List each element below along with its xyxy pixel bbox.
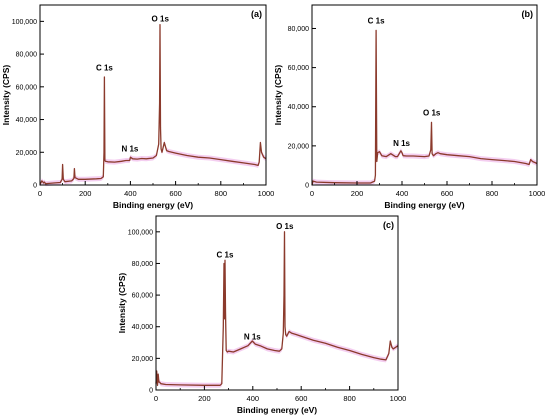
peak-label: O 1s <box>152 15 170 24</box>
y-tick-label: 20,000 <box>132 356 154 363</box>
x-tick-label: 600 <box>295 394 308 403</box>
chart-panel-b: 0 200 400 600 800 1000 0 20,000 40,000 60,000 80,0… <box>273 4 546 210</box>
chart-panel-c: 0 200 400 600 800 1000 0 20,000 40,000 60,000 80,0… <box>117 215 407 415</box>
y-tick-label: 60,000 <box>288 65 310 72</box>
y-tick-label: 100,000 <box>12 19 37 26</box>
x-axis-title: Binding energy (eV) <box>237 405 317 415</box>
x-tick-label: 200 <box>79 189 92 198</box>
peak-label: N 1s <box>393 139 410 148</box>
x-tick-label: 600 <box>169 189 182 198</box>
chart-panel-a: 0 200 400 600 800 1000 0 20,000 40,000 60,000 80,0… <box>1 4 275 210</box>
y-tick-label: 40,000 <box>16 117 38 124</box>
panel-label: (b) <box>522 9 534 19</box>
y-tick-label: 40,000 <box>132 324 154 331</box>
series-error-band <box>156 229 398 388</box>
series-error-band <box>40 22 266 187</box>
y-tick-label: 20,000 <box>16 150 38 157</box>
x-tick-label: 400 <box>396 189 409 198</box>
y-axis-title: Intensity (CPS) <box>1 65 11 126</box>
peak-label: O 1s <box>276 222 294 231</box>
y-tick-label: 60,000 <box>132 293 154 300</box>
x-tick-label: 400 <box>124 189 137 198</box>
series-line <box>39 23 267 185</box>
x-tick-label: 1000 <box>390 394 407 403</box>
x-tick-label: 600 <box>441 189 454 198</box>
plot-frame <box>155 215 399 391</box>
y-tick-label: 80,000 <box>16 52 38 59</box>
y-tick-label: 0 <box>33 183 37 190</box>
y-tick-label: 0 <box>149 388 153 395</box>
y-tick-label: 100,000 <box>128 229 153 236</box>
x-tick-label: 400 <box>247 394 260 403</box>
x-axis-title: Binding energy (eV) <box>384 200 464 210</box>
x-tick-label: 1000 <box>258 189 275 198</box>
x-tick-label: 200 <box>198 394 211 403</box>
peak-label: C 1s <box>368 17 385 26</box>
series-line <box>311 29 538 186</box>
y-tick-label: 80,000 <box>132 261 154 268</box>
x-tick-label: 0 <box>154 394 158 403</box>
y-tick-label: 60,000 <box>16 84 38 91</box>
y-axis-title: Intensity (CPS) <box>117 273 127 334</box>
x-tick-label: 200 <box>351 189 364 198</box>
peak-label: N 1s <box>244 333 261 342</box>
y-tick-label: 40,000 <box>288 104 310 111</box>
peak-label: N 1s <box>121 145 138 154</box>
y-tick-label: 80,000 <box>288 26 310 33</box>
x-tick-label: 1000 <box>529 189 546 198</box>
x-axis-title: Binding energy (eV) <box>113 200 193 210</box>
x-tick-label: 800 <box>486 189 499 198</box>
peak-label: C 1s <box>217 250 234 259</box>
y-tick-label: 20,000 <box>288 143 310 150</box>
peak-label: O 1s <box>423 108 441 117</box>
y-tick-label: 0 <box>305 183 309 190</box>
x-tick-label: 800 <box>215 189 228 198</box>
series-error-band <box>312 27 537 188</box>
x-tick-label: 800 <box>343 394 356 403</box>
peak-label: C 1s <box>96 64 113 73</box>
series-line <box>155 231 399 386</box>
panel-label: (a) <box>251 9 262 19</box>
y-axis-title: Intensity (CPS) <box>273 65 283 126</box>
panel-label: (c) <box>383 220 394 230</box>
x-tick-label: 0 <box>310 189 314 198</box>
x-tick-label: 0 <box>38 189 42 198</box>
